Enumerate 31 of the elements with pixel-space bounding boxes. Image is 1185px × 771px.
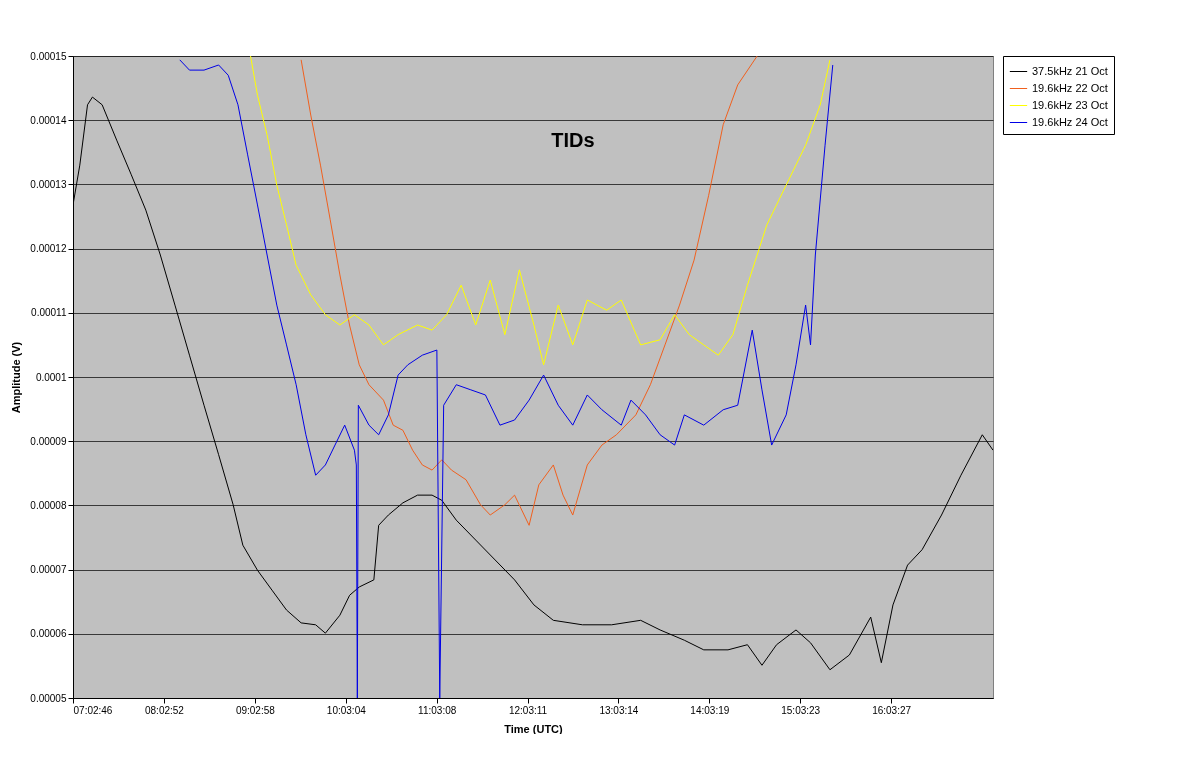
y-tick-label: 0.00015 [30,50,67,62]
y-tick-label: 0.00011 [31,307,67,319]
legend-label: 37.5kHz 21 Oct [1032,64,1108,77]
x-tick-label: 12:03:11 [508,704,548,716]
x-tick-label: 15:03:23 [781,704,821,716]
y-tick-label: 0.00013 [30,178,67,190]
legend-label: 19.6kHz 23 Oct [1032,98,1108,111]
y-tick-label: 0.00008 [30,499,67,511]
legend-label: 19.6kHz 22 Oct [1032,81,1108,94]
y-tick-label: 0.00006 [30,628,67,640]
line-series [179,59,834,698]
x-tick-label: 14:03:19 [690,704,730,716]
y-tick-label: 0.00014 [30,114,67,126]
x-tick-label: 09:02:58 [235,704,276,716]
y-tick-label: 0.00009 [30,435,67,447]
y-tick-label: 0.00007 [30,564,67,576]
x-tick-label: 08:02:52 [144,704,185,716]
y-axis-title: Amplitude (V) [10,341,23,414]
y-tick-label: 0.00005 [30,692,67,704]
y-tick-label: 0.00012 [30,243,67,255]
x-tick-label: 10:03:04 [326,704,367,716]
legend-label: 19.6kHz 24 Oct [1032,115,1108,128]
y-tick-label: 0.0001 [35,371,67,383]
line-series [250,56,831,366]
x-tick-label: 13:03:14 [599,704,639,716]
x-tick-label: 11:03:08 [418,704,457,716]
x-tick-label: 07:02:46 [73,704,113,716]
text: TIDs [551,129,595,151]
line-series [300,56,758,526]
x-axis-title: Time (UTC) [504,722,564,735]
x-tick-label: 16:03:27 [872,704,912,716]
